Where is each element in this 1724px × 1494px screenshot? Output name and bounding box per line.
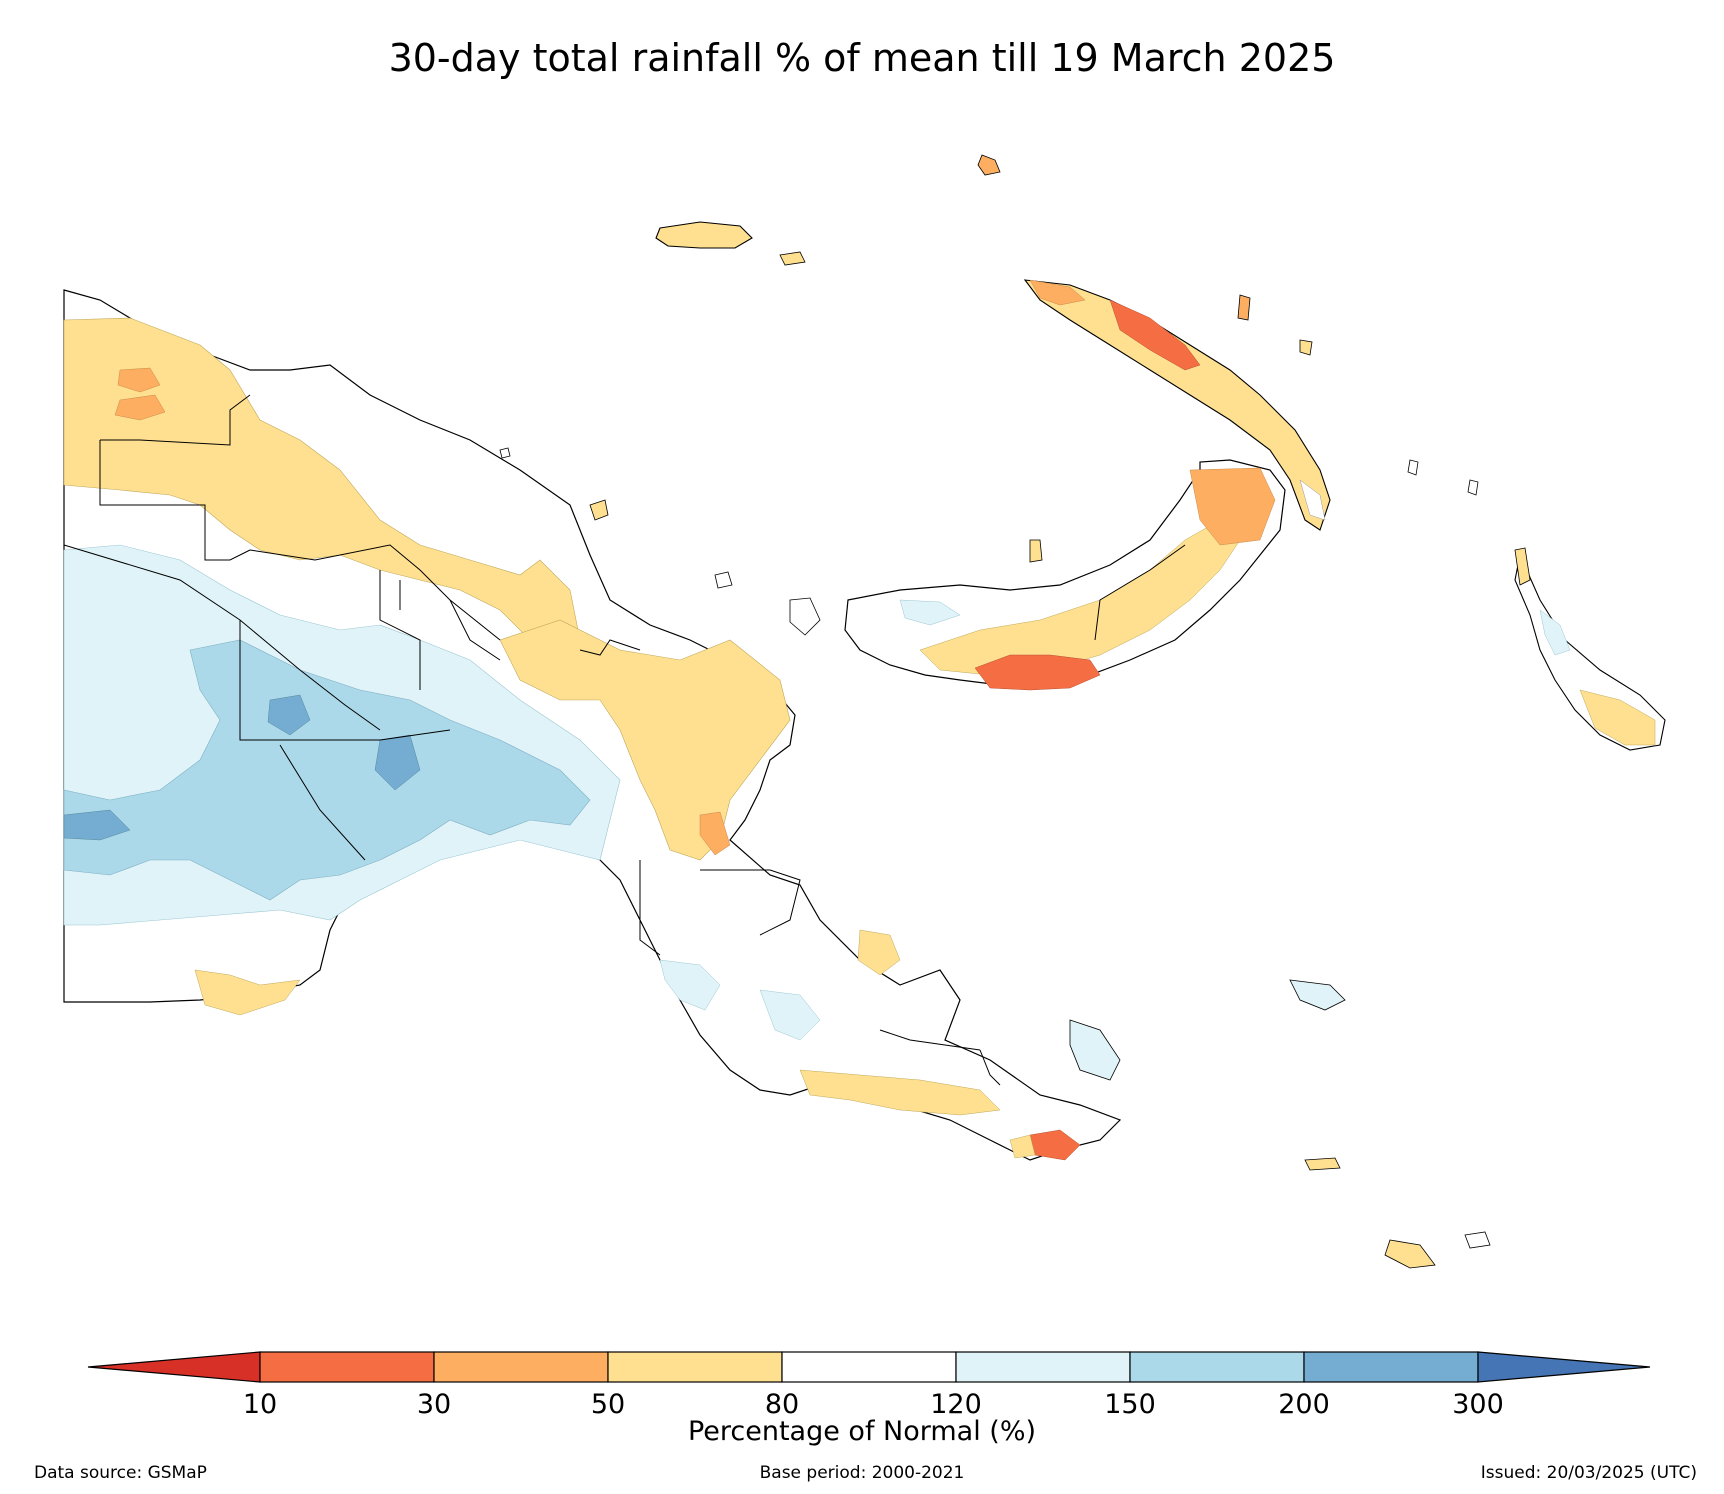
rainfall-map [63,154,1666,1269]
nb-red [974,654,1101,691]
colorbar-tick: 50 [590,1389,626,1420]
base-period-note: Base period: 2000-2021 [759,1463,965,1483]
new-britain [844,459,1286,691]
colorbar-tick: 120 [930,1389,982,1420]
map-title: 30-day total rainfall % of mean till 19 … [388,36,1336,80]
colorbar-tick: 30 [416,1389,452,1420]
colorbar-bin-10-30 [259,1351,435,1383]
colorbar-high-extend [1477,1351,1651,1383]
zone-orange-3 [699,811,731,856]
manus-island [655,221,806,266]
ni-orange [1029,279,1086,306]
colorbar-tick: 80 [764,1389,800,1420]
colorbar-bin-200-300 [1303,1351,1479,1383]
bougainville-lightblue [1539,609,1571,656]
ni-white [1299,479,1326,521]
zone-darkblue-3 [63,809,131,841]
bougainville [1514,547,1666,751]
colorbar-bin-150-200 [1129,1351,1305,1383]
nb-border [1094,544,1186,641]
zone-orange-2 [114,394,166,421]
colorbar-bin-30-50 [433,1351,609,1383]
colorbar-tick: 200 [1278,1389,1330,1420]
nb-lightblue [899,599,961,626]
zone-yellow-easttip [1009,1134,1036,1159]
colorbar-low-extend [87,1351,261,1383]
zone-darkblue-1 [267,694,311,736]
colorbar-bin-80-120 [781,1351,957,1383]
new-ireland [1023,279,1331,531]
ni-red [1109,299,1201,371]
zone-darkblue-2 [374,734,421,791]
zone-lightblue-peninsula-2 [759,989,821,1041]
zone-lightblue-peninsula [659,959,721,1011]
zone-yellow-peninsula-2 [857,929,901,976]
zone-yellow-south [194,969,301,1016]
colorbar-label: Percentage of Normal (%) [687,1416,1037,1447]
zone-blue-central [63,639,591,901]
newbritain-outline [844,459,1286,686]
colorbar-bin-120-150 [955,1351,1131,1383]
mainland [63,289,1122,1161]
small-islands [499,154,1491,1269]
data-source-note: Data source: GSMaP [34,1463,207,1483]
zone-yellow-peninsula [799,1069,1001,1116]
province-borders [63,394,1001,1086]
buka-yellow [1514,547,1531,586]
manus-outline [655,221,753,249]
bougainville-yellow [1579,689,1656,746]
nb-orange [1189,467,1276,546]
colorbar-tick: 10 [242,1389,278,1420]
colorbar-tick: 150 [1104,1389,1156,1420]
colorbar-tick: 300 [1452,1389,1504,1420]
issued-note: Issued: 20/03/2025 (UTC) [1480,1463,1697,1483]
colorbar-bin-50-80 [607,1351,783,1383]
zone-orange-1 [117,367,161,393]
bougainville-outline [1514,553,1666,751]
